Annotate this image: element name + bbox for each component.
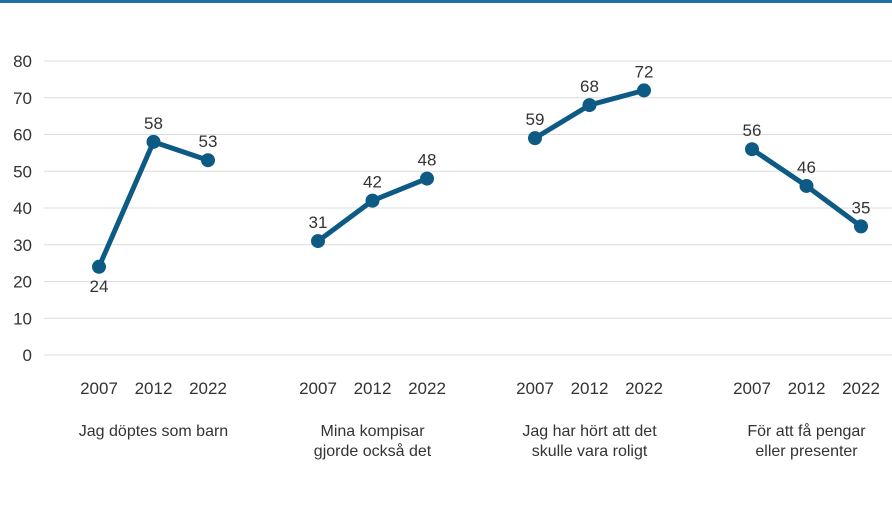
data-label-group-2-2022: 48 [418, 151, 437, 170]
data-label-group-3-2012: 68 [580, 77, 599, 96]
x-tick-label-group-2-2022: 2022 [408, 379, 446, 398]
series-line-group-1 [96, 139, 211, 270]
y-tick-label-70: 70 [13, 89, 32, 108]
y-tick-label-80: 80 [13, 52, 32, 71]
x-tick-label-group-2-2007: 2007 [299, 379, 337, 398]
group-label-4-line-2: eller presenter [755, 443, 858, 460]
data-label-group-3-2022: 72 [635, 62, 654, 81]
x-tick-label-group-3-2007: 2007 [516, 379, 554, 398]
y-tick-label-60: 60 [13, 126, 32, 145]
y-tick-label-30: 30 [13, 236, 32, 255]
point-group-4-2007 [745, 142, 759, 157]
top-rule [0, 0, 892, 3]
group-label-4-line-1: För att få pengar [747, 422, 866, 440]
y-tick-label-0: 0 [23, 346, 32, 365]
x-tick-label-group-4-2022: 2022 [842, 379, 880, 398]
data-label-group-1-2012: 58 [144, 114, 163, 133]
group-label-2-line-1: Mina kompisar [320, 423, 425, 440]
group-label-3-line-1: Jag har hört att det [522, 423, 657, 440]
group-label-1-line-1: Jag döptes som barn [79, 423, 228, 440]
group-labels: Jag döptes som barn Mina kompisar gjorde o… [79, 422, 867, 460]
x-tick-label-group-2-2012: 2012 [354, 379, 392, 398]
x-axis-ticks: 2007 2012 2022 2007 2012 2022 2007 2012 2022 2007… [80, 379, 880, 398]
x-tick-label-group-1-2022: 2022 [189, 379, 227, 398]
y-tick-label-40: 40 [13, 199, 32, 218]
data-label-group-1-2007: 24 [90, 277, 109, 296]
data-label-group-1-2022: 53 [199, 132, 218, 151]
x-tick-label-group-3-2012: 2012 [571, 379, 609, 398]
data-label-group-2-2007: 31 [309, 213, 328, 232]
point-group-1-2007 [92, 259, 106, 274]
point-group-3-2012 [582, 98, 597, 113]
x-tick-label-group-3-2022: 2022 [625, 379, 663, 398]
point-group-2-2022 [420, 171, 434, 186]
x-tick-label-group-1-2007: 2007 [80, 379, 118, 398]
data-label-group-4-2012: 46 [797, 158, 816, 177]
point-group-3-2007 [528, 131, 542, 146]
x-tick-label-group-4-2007: 2007 [733, 379, 771, 398]
y-axis-ticks: 0 10 20 30 40 50 60 70 80 [13, 52, 32, 365]
x-tick-label-group-4-2012: 2012 [788, 379, 826, 398]
y-tick-label-50: 50 [13, 162, 32, 181]
series-layer: 24 58 53 31 42 48 59 68 72 56 46 35 [90, 62, 871, 295]
grid-layer [44, 60, 892, 356]
y-tick-label-20: 20 [13, 273, 32, 292]
x-tick-label-group-1-2012: 2012 [135, 379, 173, 398]
data-label-group-4-2007: 56 [743, 121, 762, 140]
point-group-2-2007 [311, 234, 325, 249]
group-label-3-line-2: skulle vara roligt [532, 443, 648, 460]
group-label-2-line-2: gjorde också det [314, 442, 432, 460]
data-label-group-3-2007: 59 [526, 110, 545, 129]
point-group-1-2022 [201, 153, 215, 168]
data-label-group-4-2022: 35 [852, 198, 871, 217]
point-group-2-2012 [365, 193, 380, 208]
point-group-3-2022 [637, 83, 651, 98]
point-group-4-2022 [854, 219, 868, 234]
y-tick-label-10: 10 [13, 309, 32, 328]
point-group-4-2012 [799, 178, 814, 193]
data-label-group-2-2012: 42 [363, 173, 382, 192]
point-group-1-2012 [146, 134, 161, 149]
